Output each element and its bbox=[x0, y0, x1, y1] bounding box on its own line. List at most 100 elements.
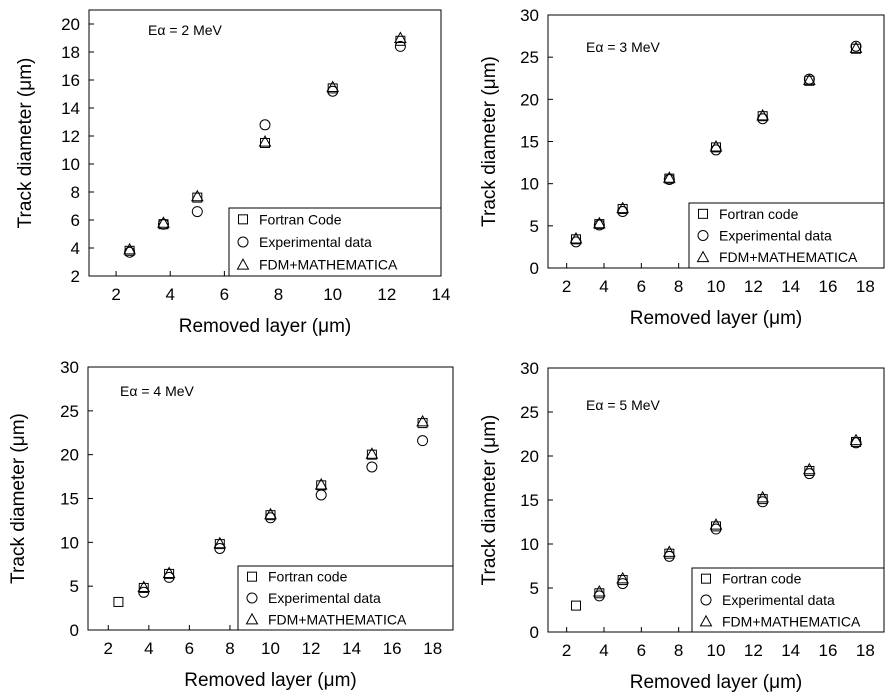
data-point-circle bbox=[394, 40, 406, 52]
data-point-triangle bbox=[662, 545, 676, 557]
x-tick-label: 12 bbox=[302, 639, 321, 658]
chart-panel-1: 2 4 6 8 10 12 14 2 4 6 8 10 12 14 16 18 20 Removed layer … bbox=[15, 9, 451, 337]
series-triangle bbox=[137, 414, 429, 593]
data-point-circle bbox=[315, 489, 327, 501]
x-tick-label: 16 bbox=[819, 641, 838, 660]
y-tick-label: 5 bbox=[530, 217, 539, 236]
y-axis-title: Track diameter (μm) bbox=[8, 413, 29, 584]
x-tick-label: 16 bbox=[819, 277, 838, 296]
y-tick-label: 0 bbox=[70, 621, 79, 640]
data-point-triangle bbox=[709, 518, 723, 530]
data-point-circle bbox=[417, 435, 429, 447]
data-point-triangle bbox=[190, 189, 204, 202]
x-tick-label: 18 bbox=[856, 641, 875, 660]
legend-label: Experimental data bbox=[268, 590, 381, 606]
y-tick-label: 25 bbox=[520, 48, 539, 67]
x-tick-label: 4 bbox=[599, 277, 608, 296]
data-point-square bbox=[260, 138, 270, 148]
x-axis-title: Removed layer (μm) bbox=[630, 308, 802, 329]
legend-marker-circle bbox=[237, 236, 249, 248]
x-tick-label: 2 bbox=[562, 277, 571, 296]
legend-label: Experimental data bbox=[719, 228, 832, 244]
legend-marker-triangle bbox=[245, 612, 259, 625]
data-point-triangle bbox=[264, 507, 277, 520]
data-point-triangle bbox=[709, 140, 723, 152]
x-tick-label: 6 bbox=[637, 641, 646, 660]
x-tick-label: 2 bbox=[562, 641, 571, 660]
y-tick-label: 20 bbox=[60, 446, 79, 465]
y-tick-label: 10 bbox=[520, 535, 539, 554]
y-tick-label: 12 bbox=[61, 127, 80, 146]
data-point-circle bbox=[191, 206, 203, 218]
legend: Fortran code Experimental data FDM+MATHEMA… bbox=[688, 202, 885, 269]
x-tick-label: 4 bbox=[165, 285, 174, 304]
y-tick-label: 10 bbox=[60, 533, 79, 552]
legend-label: Fortran Code bbox=[259, 211, 342, 227]
data-point-circle bbox=[593, 219, 605, 231]
data-point-triangle bbox=[592, 216, 606, 229]
legend-label: Experimental data bbox=[259, 234, 372, 250]
legend: Fortran Code Experimental data FDM+MATHEMA… bbox=[228, 207, 442, 277]
legend-marker-triangle bbox=[699, 614, 713, 627]
x-tick-label: 16 bbox=[383, 639, 402, 658]
legend: Fortran code Experimental data FDM+MATHEMA… bbox=[237, 565, 454, 631]
data-point-triangle bbox=[258, 135, 272, 147]
legend: Fortran code Experimental data FDM+MATHEMA… bbox=[691, 567, 885, 633]
data-point-circle bbox=[138, 586, 150, 598]
data-point-triangle bbox=[569, 231, 583, 244]
y-tick-label: 25 bbox=[60, 402, 79, 421]
x-tick-label: 14 bbox=[781, 277, 800, 296]
y-tick-label: 30 bbox=[520, 359, 539, 378]
x-axis-title: Removed layer (μm) bbox=[184, 670, 356, 691]
y-tick-label: 25 bbox=[520, 403, 539, 422]
series-triangle bbox=[569, 41, 863, 244]
data-point-triangle bbox=[314, 477, 328, 490]
x-tick-label: 8 bbox=[674, 277, 683, 296]
legend-marker-square bbox=[701, 573, 711, 584]
y-tick-label: 10 bbox=[61, 155, 80, 174]
data-point-triangle bbox=[662, 171, 676, 183]
x-tick-label: 14 bbox=[342, 639, 361, 658]
chart-panel-4: 2 4 6 8 10 12 14 16 18 0 5 10 15 20 25 30 Removed layer … bbox=[479, 359, 885, 693]
data-point-triangle bbox=[849, 41, 863, 53]
y-tick-label: 16 bbox=[61, 71, 80, 90]
x-tick-label: 8 bbox=[225, 639, 234, 658]
y-tick-label: 15 bbox=[520, 133, 539, 152]
x-axis-title: Removed layer (μm) bbox=[630, 672, 802, 693]
data-point-triangle bbox=[394, 31, 407, 43]
y-tick-label: 5 bbox=[70, 577, 79, 596]
x-tick-label: 8 bbox=[674, 641, 683, 660]
data-point-square bbox=[214, 539, 225, 550]
legend-label: FDM+MATHEMATICA bbox=[719, 249, 858, 265]
legend-label: Experimental data bbox=[722, 592, 835, 608]
legend-label: Fortran code bbox=[268, 569, 348, 585]
data-point-triangle bbox=[592, 584, 606, 597]
data-point-circle bbox=[617, 578, 629, 590]
y-tick-label: 20 bbox=[520, 90, 539, 109]
legend-marker-triangle bbox=[696, 250, 710, 263]
energy-annotation: Eα = 3 MeV bbox=[586, 39, 661, 55]
x-tick-label: 14 bbox=[432, 285, 451, 304]
data-point-square bbox=[113, 596, 124, 607]
legend-label: Fortran code bbox=[722, 571, 802, 587]
y-tick-label: 20 bbox=[520, 447, 539, 466]
x-tick-label: 18 bbox=[423, 639, 442, 658]
data-point-square bbox=[366, 449, 377, 460]
y-tick-label: 30 bbox=[60, 358, 79, 377]
legend-label: Fortran code bbox=[719, 206, 799, 222]
series-triangle bbox=[123, 31, 407, 255]
legend-marker-square bbox=[247, 571, 257, 582]
y-tick-label: 2 bbox=[71, 267, 80, 286]
legend-box bbox=[237, 565, 454, 631]
y-axis-title: Track diameter (μm) bbox=[15, 58, 36, 229]
data-point-circle bbox=[157, 218, 169, 230]
x-tick-label: 6 bbox=[185, 639, 194, 658]
energy-annotation: Eα = 4 MeV bbox=[120, 383, 195, 399]
data-point-triangle bbox=[756, 490, 770, 503]
x-tick-label: 6 bbox=[637, 277, 646, 296]
y-tick-label: 6 bbox=[71, 211, 80, 230]
y-tick-label: 5 bbox=[530, 579, 539, 598]
x-tick-label: 2 bbox=[104, 639, 113, 658]
y-axis-title: Track diameter (μm) bbox=[479, 415, 500, 586]
x-tick-label: 12 bbox=[744, 277, 763, 296]
